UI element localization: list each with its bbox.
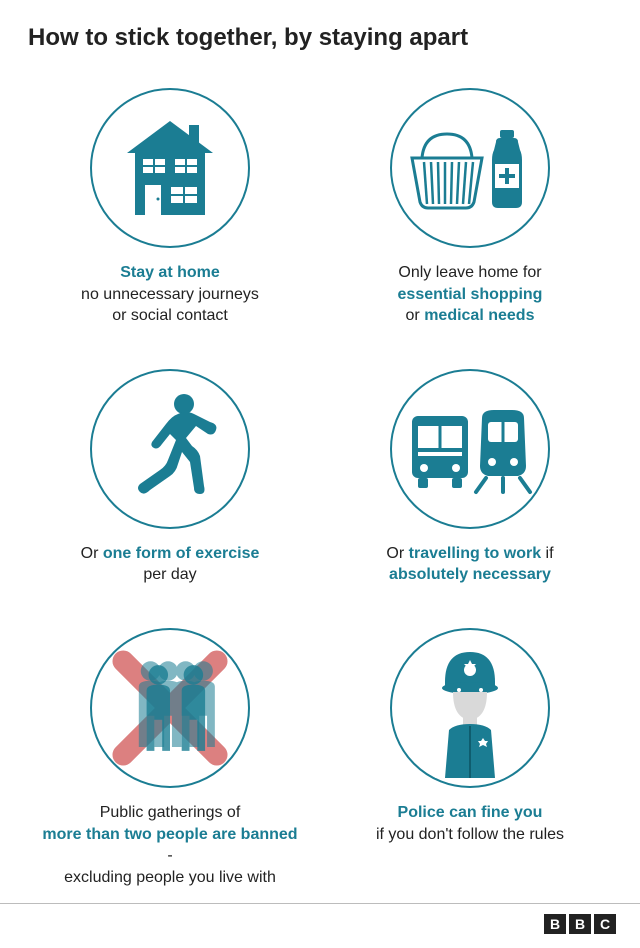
item-police: Police can fine youif you don't follow t…: [340, 628, 600, 888]
caption-stay-home: Stay at homeno unnecessary journeysor so…: [81, 262, 259, 327]
police-icon: [390, 628, 550, 788]
caption-shopping: Only leave home foressential shoppingor …: [398, 262, 543, 327]
infographic-container: How to stick together, by staying apart: [0, 0, 640, 948]
item-stay-home: Stay at homeno unnecessary journeysor so…: [40, 88, 300, 327]
house-icon: [90, 88, 250, 248]
items-grid: Stay at homeno unnecessary journeysor so…: [28, 88, 612, 888]
bbc-letter: B: [544, 914, 566, 934]
bus-train-icon: [390, 369, 550, 529]
runner-icon: [90, 369, 250, 529]
basket-bottle-icon: [390, 88, 550, 248]
caption-travel: Or travelling to work ifabsolutely neces…: [386, 543, 553, 586]
gathering-banned-icon: [90, 628, 250, 788]
item-travel-work: Or travelling to work ifabsolutely neces…: [340, 369, 600, 586]
footer-divider: [0, 903, 640, 904]
caption-exercise: Or one form of exerciseper day: [81, 543, 260, 586]
bbc-letter: B: [569, 914, 591, 934]
item-exercise: Or one form of exerciseper day: [40, 369, 300, 586]
caption-gatherings: Public gatherings ofmore than two people…: [40, 802, 300, 888]
caption-police: Police can fine youif you don't follow t…: [376, 802, 564, 845]
page-title: How to stick together, by staying apart: [28, 24, 612, 52]
item-essential-shopping: Only leave home foressential shoppingor …: [340, 88, 600, 327]
item-gatherings: Public gatherings ofmore than two people…: [40, 628, 300, 888]
bbc-logo: B B C: [544, 914, 616, 934]
bbc-letter: C: [594, 914, 616, 934]
